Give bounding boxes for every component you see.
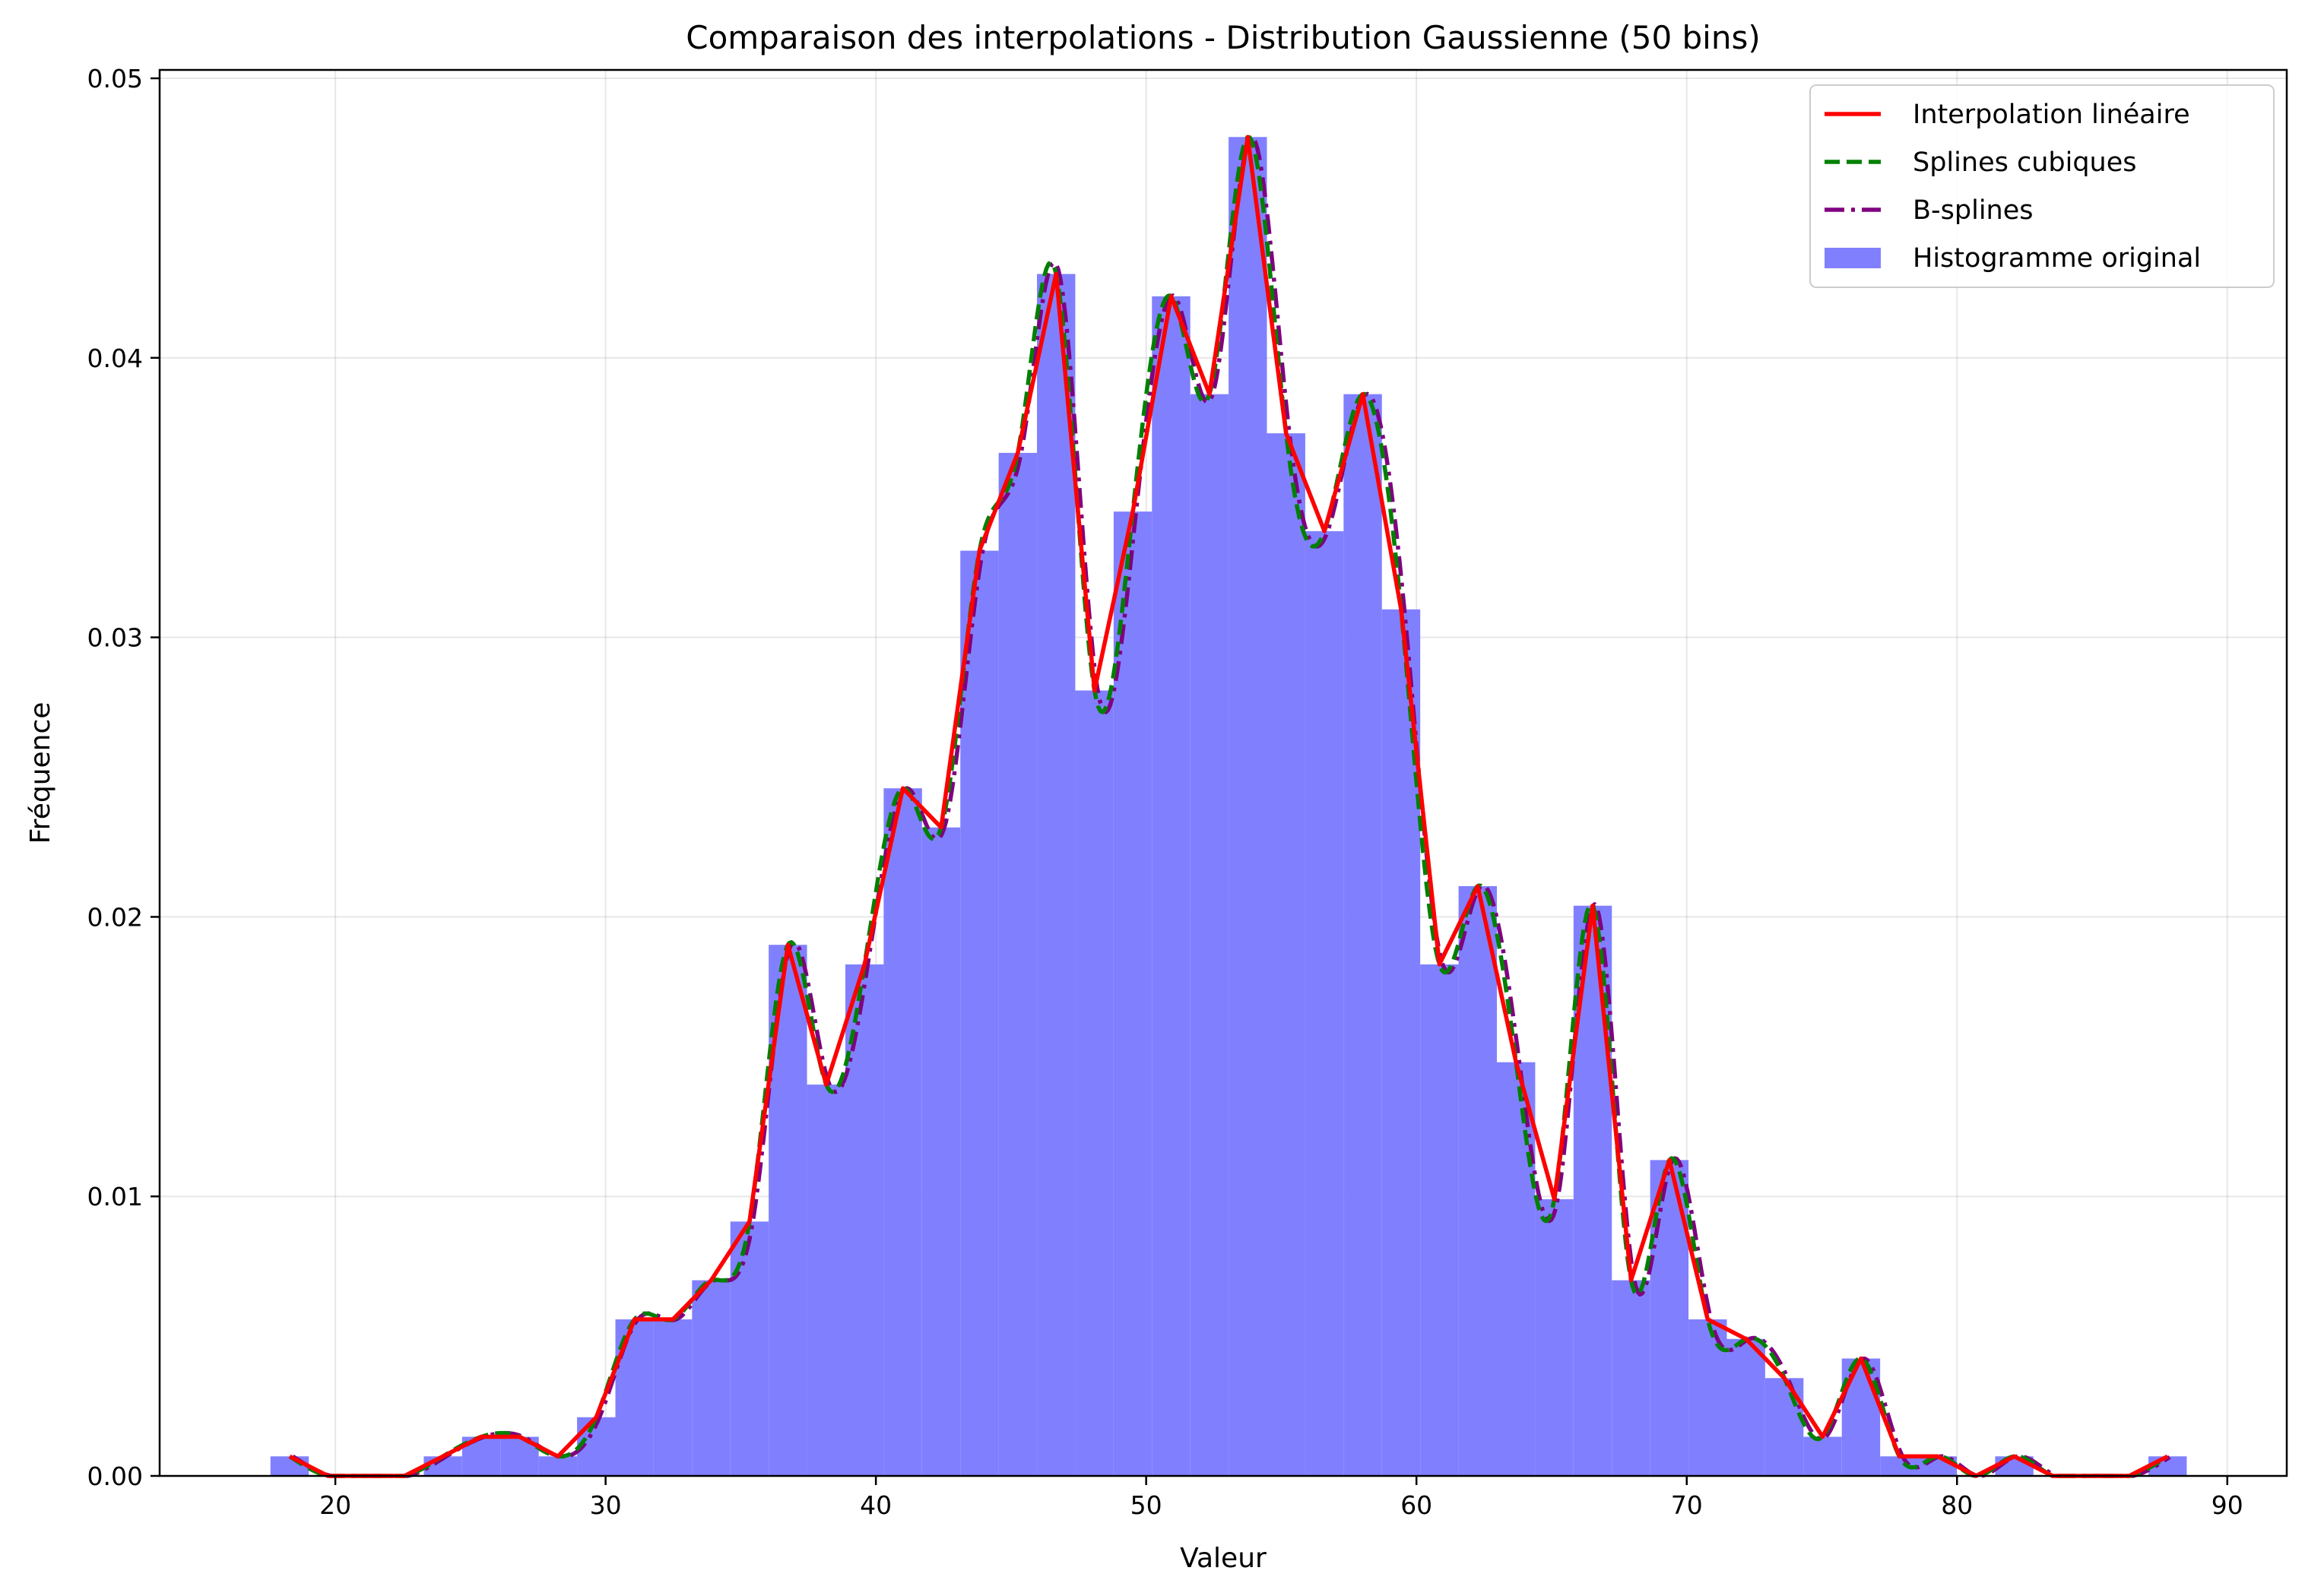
histogram-bar <box>730 1221 769 1476</box>
chart-title: Comparaison des interpolations - Distrib… <box>686 19 1760 56</box>
histogram-bar <box>1229 137 1267 1476</box>
histogram-bar <box>653 1319 693 1476</box>
histogram-bar <box>921 827 961 1476</box>
x-tick-label: 60 <box>1400 1490 1432 1520</box>
legend-label-cubic: Splines cubiques <box>1913 147 2137 178</box>
histogram-bar <box>1152 296 1191 1476</box>
legend-label-linear: Interpolation linéaire <box>1913 100 2190 130</box>
histogram-bar <box>1764 1378 1804 1476</box>
y-tick-label: 0.02 <box>87 902 143 932</box>
histogram-bar <box>1458 885 1498 1476</box>
x-tick-label: 40 <box>860 1490 892 1520</box>
histogram-bar <box>1535 1199 1574 1476</box>
histogram-bar <box>1726 1338 1765 1476</box>
histogram-bar <box>692 1280 731 1476</box>
histogram-bar <box>1190 394 1229 1476</box>
histogram-bar <box>1841 1358 1881 1476</box>
x-tick-label: 20 <box>319 1490 351 1520</box>
y-tick-label: 0.03 <box>87 623 143 653</box>
y-tick-label: 0.05 <box>87 64 143 93</box>
histogram-bar <box>1305 530 1344 1476</box>
y-tick-label: 0.00 <box>87 1461 143 1491</box>
legend-box <box>1809 84 2275 288</box>
histogram-bar <box>807 1085 845 1476</box>
histogram-bar <box>270 1456 309 1476</box>
x-tick-label: 80 <box>1941 1490 1973 1520</box>
histogram-bar <box>960 550 999 1476</box>
histogram-bar <box>1420 964 1459 1476</box>
y-tick-label: 0.04 <box>87 344 143 373</box>
histogram-bar <box>1075 690 1114 1476</box>
histogram-bar <box>1343 394 1382 1476</box>
plot-frame <box>158 68 2288 1477</box>
x-axis-label: Valeur <box>1180 1543 1267 1574</box>
histogram-bar <box>1803 1436 1842 1476</box>
legend: Interpolation linéaire Splines cubiques … <box>1809 84 2275 288</box>
y-axis-label: Fréquence <box>25 702 56 844</box>
histogram-bar <box>1037 274 1076 1477</box>
axis-ticks: 20 30 40 50 60 70 80 90 0.00 0.01 0.02 0.03 0.04 0.05 <box>87 64 2243 1520</box>
legend-label-histogram: Histogramme original <box>1913 243 2201 274</box>
x-tick-label: 30 <box>590 1490 622 1520</box>
legend-swatch-histogram <box>1825 248 1881 268</box>
histogram-bar <box>998 452 1038 1476</box>
x-tick-label: 50 <box>1130 1490 1162 1520</box>
histogram-bar <box>1612 1280 1650 1476</box>
histogram-bar <box>538 1456 578 1476</box>
linear-interpolation-line <box>288 135 2169 1478</box>
legend-label-bspline: B-splines <box>1913 195 2034 226</box>
histogram-bar <box>1497 1062 1536 1476</box>
histogram-bar <box>1267 433 1305 1476</box>
histogram-bar <box>1113 511 1152 1477</box>
x-tick-label: 90 <box>2211 1490 2243 1520</box>
histogram-bars <box>270 137 2187 1477</box>
x-tick-label: 70 <box>1671 1490 1703 1520</box>
y-tick-label: 0.01 <box>87 1182 143 1211</box>
histogram-bar <box>883 788 922 1476</box>
interpolation-lines <box>288 135 2171 1478</box>
